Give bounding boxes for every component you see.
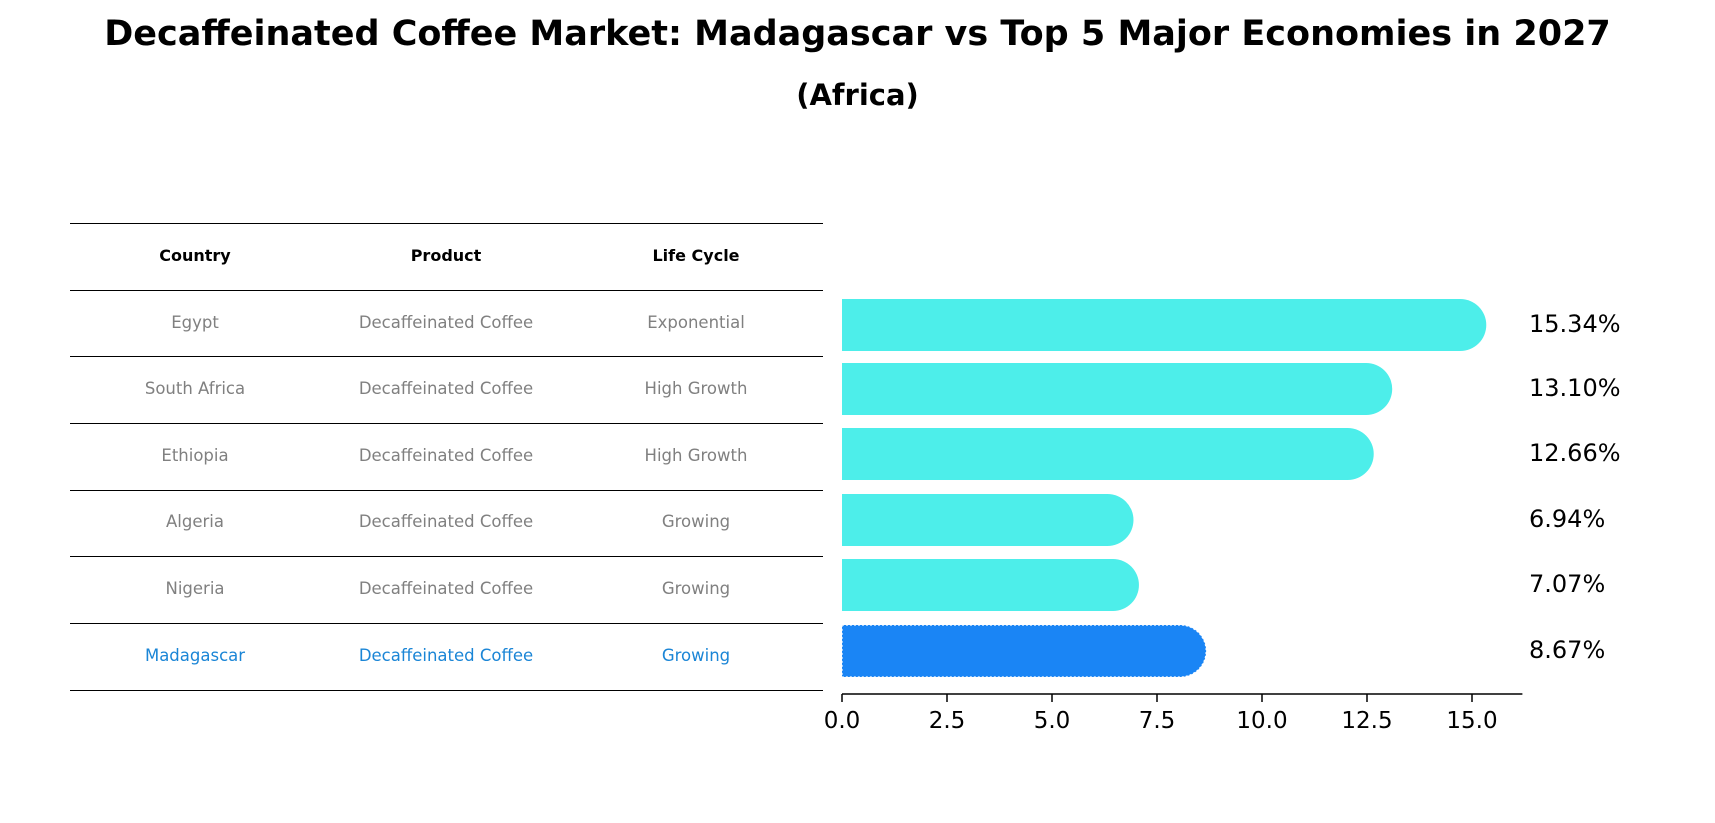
value-label: 15.34% xyxy=(1529,310,1621,338)
table-cell-country: Egypt xyxy=(171,313,219,332)
table-header-country: Country xyxy=(159,246,231,265)
value-label: 6.94% xyxy=(1529,505,1606,533)
chart-title: Decaffeinated Coffee Market: Madagascar … xyxy=(104,14,1611,54)
table-rule xyxy=(70,623,823,624)
value-label: 8.67% xyxy=(1529,636,1606,664)
table-rule xyxy=(70,356,823,357)
x-tick-label: 7.5 xyxy=(1139,708,1176,734)
chart-subtitle: (Africa) xyxy=(796,78,919,112)
table-cell-product: Decaffeinated Coffee xyxy=(358,512,534,531)
table-cell-product: Decaffeinated Coffee xyxy=(358,446,534,465)
bar-egypt xyxy=(842,299,1487,351)
table-rule xyxy=(70,490,823,491)
x-tick-label: 15.0 xyxy=(1446,708,1497,734)
table-cell-product: Decaffeinated Coffee xyxy=(358,646,534,665)
table-rule xyxy=(70,556,823,557)
x-tick-label: 5.0 xyxy=(1034,708,1071,734)
x-tick-label: 12.5 xyxy=(1341,708,1392,734)
bar-nigeria xyxy=(842,559,1139,611)
x-tick-label: 10.0 xyxy=(1236,708,1287,734)
table-rule xyxy=(70,290,823,291)
table-header-product: Product xyxy=(410,246,482,265)
table-rule xyxy=(70,423,823,424)
table-cell-life-cycle: Growing xyxy=(661,579,731,598)
table-cell-life-cycle: Growing xyxy=(661,512,731,531)
table-cell-product: Decaffeinated Coffee xyxy=(358,313,534,332)
table-cell-product: Decaffeinated Coffee xyxy=(358,579,534,598)
table-cell-country: Ethiopia xyxy=(161,446,229,465)
table-cell-country: South Africa xyxy=(144,379,246,398)
table-cell-country: Nigeria xyxy=(165,579,225,598)
bar-south-africa xyxy=(842,363,1393,415)
table-rule xyxy=(70,690,823,691)
x-tick-label: 0.0 xyxy=(824,708,861,734)
table-rule xyxy=(70,223,823,224)
table-header-life-cycle: Life Cycle xyxy=(652,246,740,265)
table-cell-product: Decaffeinated Coffee xyxy=(358,379,534,398)
table-cell-life-cycle: High Growth xyxy=(644,379,748,398)
x-tick-label: 2.5 xyxy=(929,708,966,734)
table-cell-country: Algeria xyxy=(166,512,224,531)
bar-algeria xyxy=(842,494,1134,546)
bar-ethiopia xyxy=(842,428,1374,480)
table-cell-life-cycle: High Growth xyxy=(644,446,748,465)
table-cell-life-cycle: Exponential xyxy=(647,313,745,332)
value-label: 12.66% xyxy=(1529,439,1621,467)
value-label: 13.10% xyxy=(1529,374,1621,402)
bar-madagascar xyxy=(841,624,1207,678)
table-cell-country: Madagascar xyxy=(144,646,246,665)
table-cell-life-cycle: Growing xyxy=(661,646,731,665)
value-label: 7.07% xyxy=(1529,570,1606,598)
